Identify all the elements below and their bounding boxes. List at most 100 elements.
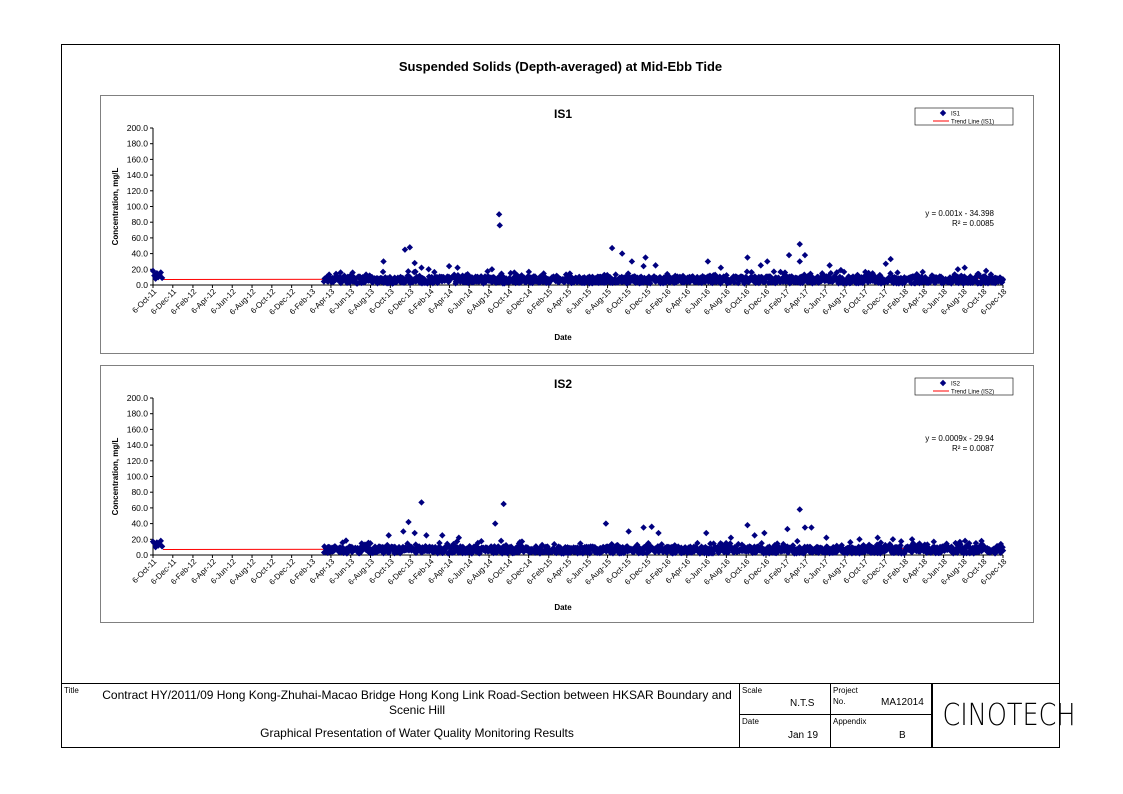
data-point [744, 521, 751, 529]
data-point [367, 540, 374, 547]
title-cell: Title Contract HY/2011/09 Hong Kong-Zhuh… [62, 684, 739, 748]
data-point [823, 534, 830, 541]
data-point [927, 278, 934, 286]
data-point [566, 270, 574, 277]
data-point [496, 222, 503, 229]
data-point [826, 262, 833, 269]
y-tick-label: 20.0 [131, 534, 148, 544]
data-point [158, 274, 166, 282]
data-point [349, 269, 356, 276]
data-point [941, 547, 948, 554]
data-point [986, 278, 994, 285]
data-point [326, 273, 333, 281]
data-point [854, 271, 861, 279]
data-point [827, 269, 835, 277]
data-point [963, 275, 970, 282]
data-point [703, 529, 710, 537]
data-point [796, 506, 803, 513]
data-point [965, 540, 973, 547]
data-point [676, 273, 684, 281]
data-point [158, 543, 166, 550]
data-point [911, 543, 919, 550]
y-tick-label: 180.0 [127, 139, 149, 149]
data-point [598, 279, 605, 286]
data-point [445, 262, 453, 270]
data-point [972, 539, 980, 547]
y-tick-label: 60.0 [131, 233, 148, 243]
data-point [697, 274, 704, 281]
data-point [722, 539, 730, 547]
data-point [575, 545, 582, 553]
data-point [913, 278, 920, 286]
data-point [411, 259, 418, 267]
logo-cell: CINOTECH [931, 684, 1076, 748]
trend-r-squared: R² = 0.0087 [952, 444, 995, 453]
data-point [833, 275, 841, 282]
data-point [978, 537, 985, 545]
data-point [869, 270, 876, 277]
data-point [735, 279, 742, 287]
data-point [919, 268, 926, 276]
data-point [362, 271, 370, 278]
data-point [488, 266, 496, 273]
data-point [931, 546, 938, 553]
data-point [153, 539, 161, 546]
y-tick-label: 140.0 [127, 170, 149, 180]
y-tick-label: 20.0 [131, 264, 148, 274]
data-point [484, 268, 491, 275]
data-point [847, 274, 855, 282]
data-point [796, 240, 803, 248]
data-point [625, 273, 633, 280]
data-point [672, 279, 680, 286]
legend-trend-label: Trend Line (IS2) [951, 390, 994, 396]
data-point [664, 270, 671, 278]
data-point [859, 279, 867, 287]
data-point [497, 537, 505, 545]
data-point [852, 549, 860, 557]
data-point [954, 266, 962, 273]
data-point [538, 274, 545, 281]
data-point [839, 275, 846, 283]
data-point [723, 272, 730, 279]
data-point [987, 271, 995, 278]
data-point [436, 539, 443, 547]
data-point [684, 549, 691, 557]
data-point [757, 262, 764, 269]
data-point [388, 277, 395, 284]
y-tick-label: 40.0 [131, 249, 148, 259]
data-point [434, 279, 441, 287]
data-point [706, 273, 713, 281]
data-point [873, 541, 881, 548]
y-tick-label: 120.0 [127, 186, 149, 196]
data-point [336, 273, 344, 281]
data-point [837, 266, 845, 274]
project-appendix-cell: Project No. MA12014 Appendix B [830, 684, 931, 748]
data-point [961, 264, 968, 271]
data-point [640, 262, 647, 270]
legend-marker [939, 109, 947, 117]
data-point [743, 268, 751, 275]
divider [831, 714, 931, 715]
data-point [600, 547, 607, 555]
data-point [425, 266, 432, 273]
data-point [605, 547, 613, 554]
divider [740, 714, 830, 715]
data-point [808, 524, 815, 531]
data-point [891, 549, 898, 556]
data-point [582, 279, 589, 286]
scale-value: N.T.S [790, 698, 815, 709]
data-point [707, 540, 714, 547]
data-point [778, 544, 785, 551]
data-point [602, 520, 610, 527]
title-label: Title [64, 686, 79, 695]
chart-title: IS2 [554, 377, 572, 391]
data-point [970, 544, 978, 552]
data-point [887, 270, 894, 277]
data-point [646, 547, 654, 554]
data-point [972, 274, 980, 281]
data-point [612, 271, 619, 278]
y-tick-label: 160.0 [127, 424, 149, 434]
data-point [663, 549, 671, 556]
data-point [717, 264, 725, 271]
data-point [982, 267, 990, 275]
